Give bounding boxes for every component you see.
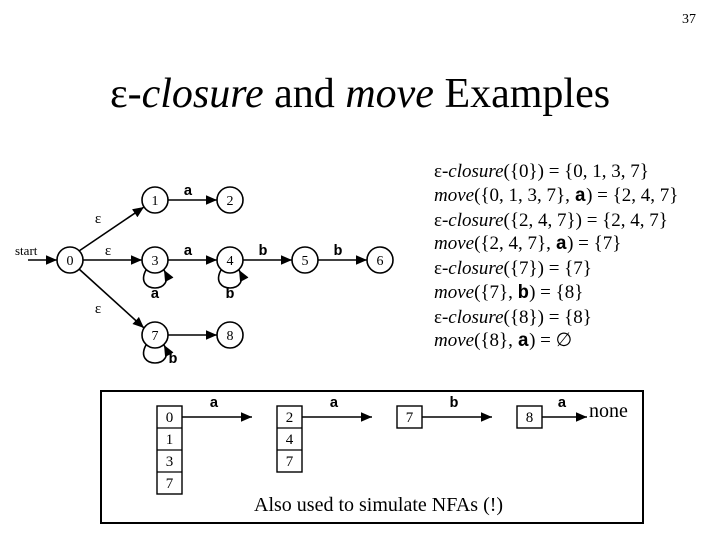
title-closure: -closure xyxy=(128,71,264,117)
svg-text:a: a xyxy=(183,243,192,260)
title-epsilon: ε xyxy=(110,71,128,117)
svg-text:1: 1 xyxy=(152,194,159,209)
svg-text:6: 6 xyxy=(377,254,384,269)
trace-table: a a b a 0 1 3 7 2 4 7 7 8 none Also used to simulate… xyxy=(100,390,644,524)
equation-row: move({8}, a) = ∅ xyxy=(434,329,714,354)
title-examples: Examples xyxy=(434,71,610,117)
equation-row: ε-closure({7}) = {7} xyxy=(434,257,714,281)
page-number: 37 xyxy=(682,12,696,28)
svg-text:b: b xyxy=(225,286,234,303)
svg-text:5: 5 xyxy=(302,254,309,269)
svg-text:a: a xyxy=(209,395,218,412)
svg-text:b: b xyxy=(333,243,342,260)
svg-text:start: start xyxy=(15,243,38,258)
none-label: none xyxy=(589,400,628,423)
svg-text:ε: ε xyxy=(95,211,101,227)
nfa-graph: start ε a ε a b b ε a b b 0 1 2 3 4 5 6 7 8 xyxy=(10,155,440,385)
svg-text:1: 1 xyxy=(166,432,174,448)
svg-text:3: 3 xyxy=(166,454,174,470)
equation-row: ε-closure({8}) = {8} xyxy=(434,306,714,330)
equation-row: move({7}, b) = {8} xyxy=(434,281,714,306)
title-and: and xyxy=(264,71,346,117)
svg-text:b: b xyxy=(258,243,267,260)
svg-text:7: 7 xyxy=(406,410,414,426)
svg-text:a: a xyxy=(183,183,192,200)
svg-text:b: b xyxy=(168,351,177,368)
svg-text:7: 7 xyxy=(152,329,159,344)
svg-text:8: 8 xyxy=(227,329,234,344)
equation-row: ε-closure({2, 4, 7}) = {2, 4, 7} xyxy=(434,209,714,233)
equation-row: ε-closure({0}) = {0, 1, 3, 7} xyxy=(434,160,714,184)
svg-text:2: 2 xyxy=(286,410,294,426)
svg-text:8: 8 xyxy=(526,410,534,426)
svg-text:a: a xyxy=(557,395,566,412)
page-title: ε-closure and move Examples xyxy=(0,70,720,118)
also-text: Also used to simulate NFAs (!) xyxy=(254,494,503,517)
svg-text:0: 0 xyxy=(67,254,74,269)
svg-text:3: 3 xyxy=(152,254,159,269)
svg-text:0: 0 xyxy=(166,410,174,426)
svg-text:ε: ε xyxy=(105,243,111,259)
svg-text:b: b xyxy=(449,395,458,412)
equation-row: move({2, 4, 7}, a) = {7} xyxy=(434,232,714,257)
svg-text:a: a xyxy=(150,286,159,303)
svg-text:7: 7 xyxy=(286,454,294,470)
equations-block: ε-closure({0}) = {0, 1, 3, 7}move({0, 1,… xyxy=(434,160,714,354)
svg-text:a: a xyxy=(329,395,338,412)
svg-text:7: 7 xyxy=(166,476,174,492)
svg-text:4: 4 xyxy=(286,432,294,448)
svg-text:2: 2 xyxy=(227,194,234,209)
svg-text:4: 4 xyxy=(227,254,234,269)
svg-text:ε: ε xyxy=(95,301,101,317)
equation-row: move({0, 1, 3, 7}, a) = {2, 4, 7} xyxy=(434,184,714,209)
title-move: move xyxy=(345,71,434,117)
